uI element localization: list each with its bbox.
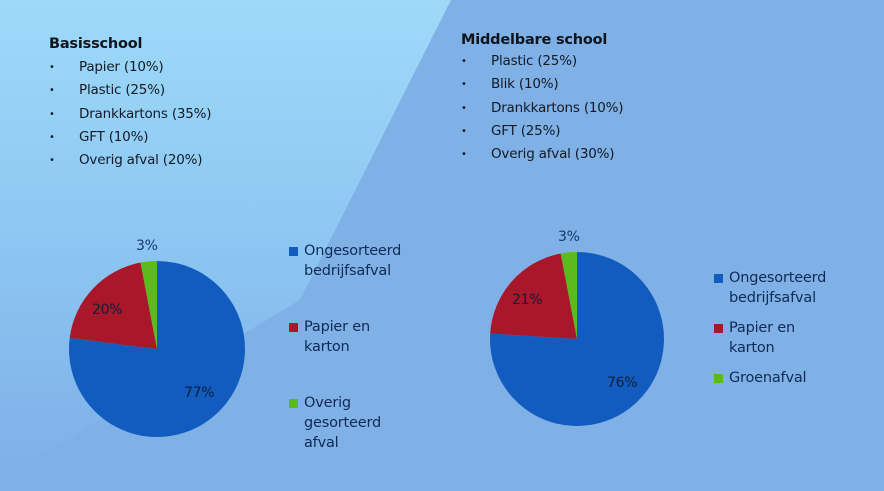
waste-list: • Papier (10%) • Plastic (25%) • Drankkarto… <box>49 56 212 172</box>
pie-slice <box>560 252 577 339</box>
bullet-icon: • <box>49 108 55 120</box>
section-title: Basisschool <box>49 36 143 52</box>
slice-label-green: 3% <box>558 229 580 245</box>
slice-label-blue: 77% <box>184 385 215 401</box>
basisschool-section: Basisschool • Papier (10%) • Plastic (25%)… <box>49 36 212 172</box>
legend-basisschool: Ongesorteerd bedrijfsafval Papier en kar… <box>289 241 401 453</box>
list-item: • Plastic (25%) <box>461 50 623 73</box>
bullet-icon: • <box>461 56 467 67</box>
legend-middelbare-school: Ongesorteerd bedrijfsafval Papier en kar… <box>714 268 826 388</box>
bullet-icon: • <box>461 79 467 91</box>
middelbare-school-section: Middelbare school • Plastic (25%) • Blik (… <box>461 32 624 166</box>
bullet-icon: • <box>49 62 55 73</box>
legend-item-papier: Papier en karton <box>714 318 826 358</box>
list-item: • Blik (10%) <box>461 73 623 96</box>
bullet-icon: • <box>49 155 55 167</box>
swatch-red <box>289 323 298 332</box>
slice-label-red: 20% <box>92 302 123 318</box>
slice-label-red: 21% <box>512 292 543 308</box>
legend-item-groenafval: Groenafval <box>714 368 826 388</box>
legend-item-papier: Papier en karton <box>289 317 401 357</box>
list-item: • Overig afval (30%) <box>461 143 623 166</box>
list-item: • Papier (10%) <box>49 56 211 79</box>
swatch-green <box>714 374 723 383</box>
bullet-icon: • <box>461 102 467 114</box>
pie-slice <box>69 262 157 349</box>
list-item: • Overig afval (20%) <box>49 149 211 172</box>
pie-slice <box>140 261 157 349</box>
swatch-blue <box>289 247 298 256</box>
bullet-icon: • <box>49 85 55 97</box>
slice-label-green: 3% <box>136 238 158 254</box>
pie-slice <box>490 253 577 339</box>
section-title: Middelbare school <box>461 32 608 48</box>
waste-list: • Plastic (25%) • Blik (10%) • Drankkartons… <box>461 50 624 166</box>
bullet-icon: • <box>49 131 55 143</box>
swatch-blue <box>714 274 723 283</box>
list-item: • GFT (10%) <box>49 126 211 149</box>
bullet-icon: • <box>461 125 467 137</box>
list-item: • Drankkartons (10%) <box>461 97 624 120</box>
swatch-green <box>289 399 298 408</box>
list-item: • Drankkartons (35%) <box>49 103 212 126</box>
legend-item-overig: Overig gesorteerd afval <box>289 393 401 453</box>
slice-label-blue: 76% <box>607 375 638 391</box>
bullet-icon: • <box>461 149 467 161</box>
legend-item-ongesorteerd: Ongesorteerd bedrijfsafval <box>289 241 401 281</box>
swatch-red <box>714 324 723 333</box>
list-item: • Plastic (25%) <box>49 79 211 102</box>
legend-item-ongesorteerd: Ongesorteerd bedrijfsafval <box>714 268 826 308</box>
list-item: • GFT (25%) <box>461 120 623 143</box>
